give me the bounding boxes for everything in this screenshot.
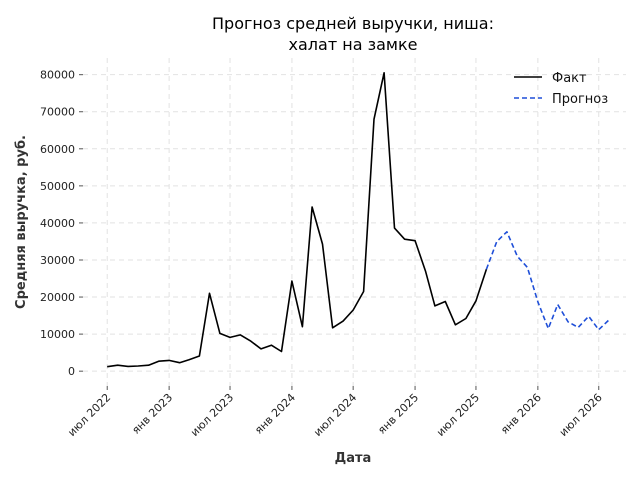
x-tick-label: янв 2026 (498, 391, 544, 437)
y-tick-label: 50000 (40, 180, 75, 193)
y-tick-label: 80000 (40, 69, 75, 82)
legend: Факт Прогноз (514, 71, 608, 107)
x-tick-label: янв 2025 (375, 391, 421, 437)
x-axis-label: Дата (335, 451, 372, 466)
grid (83, 58, 626, 386)
chart-title-line-1: Прогноз средней выручки, ниша: (212, 14, 494, 33)
y-tick-label: 20000 (40, 291, 75, 304)
y-tick-label: 0 (68, 365, 75, 378)
series-lines (107, 72, 610, 368)
x-tick-label: июл 2022 (65, 391, 113, 439)
legend-label-forecast: Прогноз (552, 92, 608, 107)
y-tick-label: 40000 (40, 217, 75, 230)
x-tick-label: июл 2025 (434, 391, 482, 439)
y-tick-label: 10000 (40, 328, 75, 341)
x-tick-label: июл 2026 (557, 391, 605, 439)
x-tick-label: янв 2023 (129, 391, 175, 437)
legend-label-fact: Факт (552, 71, 587, 86)
y-axis-label: Средняя выручка, руб. (14, 135, 29, 309)
x-tick-label: июл 2023 (188, 391, 236, 439)
chart-title-line-2: халат на замке (289, 35, 418, 54)
y-tick-label: 60000 (40, 143, 75, 156)
x-tick-label: янв 2024 (252, 391, 298, 437)
series-line-forecast (485, 231, 610, 331)
y-axis-ticks: 0 10000 20000 30000 40000 50000 60000 70000 8000… (40, 69, 83, 378)
y-tick-label: 70000 (40, 106, 75, 119)
x-tick-label: июл 2024 (311, 391, 359, 439)
series-line-fact (107, 72, 488, 368)
y-tick-label: 30000 (40, 254, 75, 267)
x-axis-ticks: июл 2022 янв 2023 июл 2023 янв 2024 июл 2024… (65, 386, 605, 439)
